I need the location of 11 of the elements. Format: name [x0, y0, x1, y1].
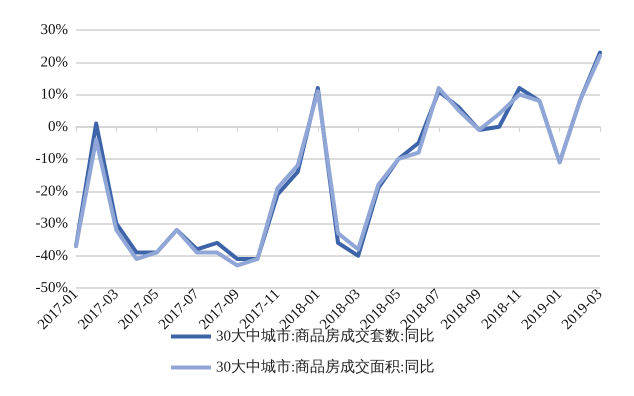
y-tick-label: -40%	[36, 248, 68, 264]
y-tick-label: -20%	[36, 183, 68, 200]
legend-label: 30大中城市:商品房成交套数:同比	[216, 328, 434, 344]
y-tick-label: -30%	[36, 216, 68, 232]
y-tick-label: -50%	[36, 280, 68, 296]
y-tick-label: 0%	[48, 118, 68, 135]
legend-label: 30大中城市:商品房成交面积:同比	[216, 358, 434, 376]
y-tick-label: -10%	[36, 151, 68, 167]
y-tick-label: 10%	[40, 86, 68, 102]
y-tick-label: 30%	[40, 22, 68, 38]
y-tick-label: 20%	[40, 54, 68, 70]
